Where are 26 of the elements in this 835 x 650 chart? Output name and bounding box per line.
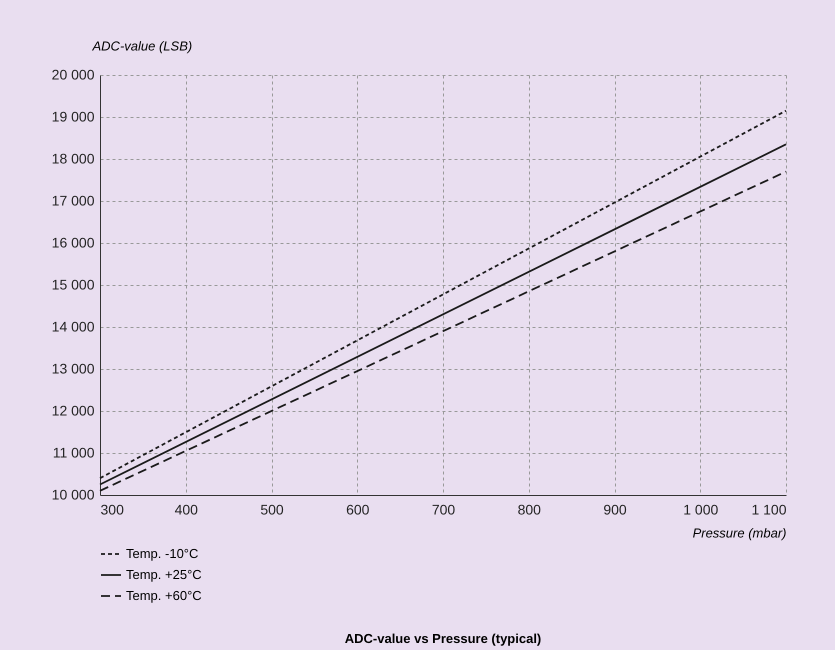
legend-label: Temp. -10°C: [126, 546, 198, 561]
y-axis-title: ADC-value (LSB): [92, 38, 192, 54]
legend-label: Temp. +60°C: [126, 588, 202, 603]
y-tick-label: 19 000: [52, 108, 95, 124]
y-tick-label: 13 000: [52, 360, 95, 376]
x-tick-label: 300: [100, 502, 124, 518]
y-tick-label: 15 000: [52, 276, 95, 292]
y-tick-label: 20 000: [52, 66, 95, 82]
x-tick-label: 800: [518, 502, 542, 518]
y-tick-label: 14 000: [52, 318, 95, 334]
x-tick-label: 1 000: [683, 502, 718, 518]
text: ADC-value vs Pressure (typical): [344, 631, 542, 646]
x-tick-label: 700: [432, 502, 456, 518]
legend-label: Temp. +25°C: [126, 567, 202, 582]
x-axis-title: Pressure (mbar): [692, 526, 786, 540]
y-tick-label: 12 000: [52, 402, 95, 418]
y-tick-label: 10 000: [52, 486, 95, 502]
y-tick-label: 11 000: [52, 444, 95, 460]
y-tick-label: 17 000: [52, 192, 95, 208]
x-tick-label: 600: [346, 502, 370, 518]
x-tick-label: 1 100: [751, 502, 787, 518]
y-tick-label: 16 000: [52, 234, 95, 250]
x-tick-label: 900: [603, 502, 627, 518]
x-tick-label: 500: [260, 502, 284, 518]
y-tick-label: 18 000: [52, 150, 95, 166]
x-tick-label: 400: [174, 502, 198, 518]
